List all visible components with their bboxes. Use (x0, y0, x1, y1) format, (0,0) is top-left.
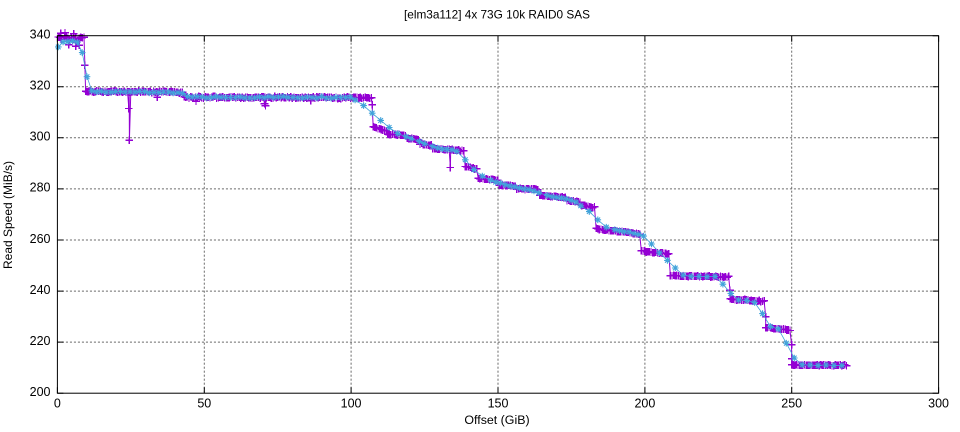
svg-text:280: 280 (30, 181, 51, 195)
svg-text:320: 320 (30, 79, 51, 93)
svg-text:220: 220 (30, 334, 51, 348)
svg-text:50: 50 (197, 397, 211, 411)
svg-text:Offset (GiB): Offset (GiB) (464, 413, 529, 427)
svg-text:[elm3a112] 4x 73G 10k RAID0 SA: [elm3a112] 4x 73G 10k RAID0 SAS (404, 8, 590, 22)
svg-text:0: 0 (54, 397, 61, 411)
svg-text:Read Speed (MiB/s): Read Speed (MiB/s) (1, 161, 15, 269)
svg-text:260: 260 (30, 232, 51, 246)
svg-text:100: 100 (341, 397, 362, 411)
svg-text:240: 240 (30, 283, 51, 297)
svg-text:300: 300 (30, 130, 51, 144)
svg-text:200: 200 (30, 385, 51, 399)
svg-text:250: 250 (781, 397, 802, 411)
svg-text:200: 200 (634, 397, 655, 411)
svg-text:340: 340 (30, 28, 51, 42)
svg-text:150: 150 (488, 397, 509, 411)
svg-text:300: 300 (928, 397, 949, 411)
